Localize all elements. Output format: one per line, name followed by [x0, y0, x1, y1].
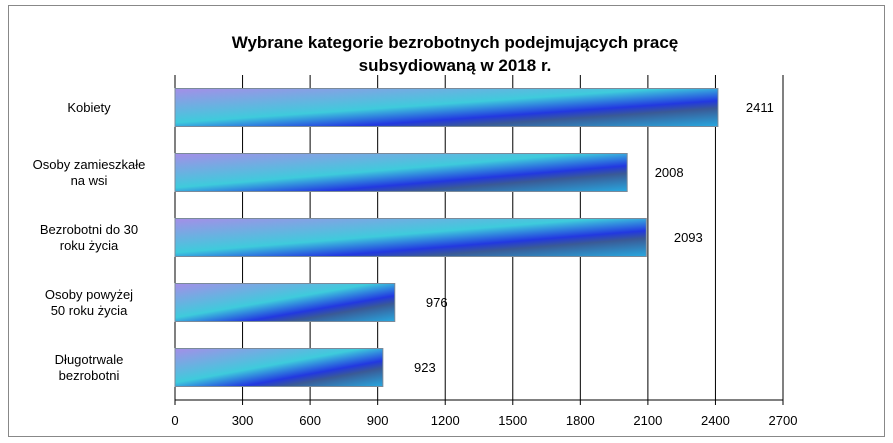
- bar: [174, 153, 628, 192]
- value-label: 976: [425, 294, 448, 310]
- y-tick-label: Osoby powyżej 50 roku życia: [44, 286, 134, 318]
- x-tick-label: 2700: [768, 413, 798, 428]
- bar: [174, 218, 647, 257]
- value-label: 2093: [673, 229, 703, 245]
- bar: [174, 348, 384, 387]
- x-tick-label: 2100: [633, 413, 663, 428]
- y-tick-label: Długotrwale bezrobotni: [54, 351, 124, 383]
- x-tick-label: 1200: [430, 413, 460, 428]
- y-tick-label: Bezrobotni do 30 roku życia: [39, 221, 139, 253]
- chart-title: Wybrane kategorie bezrobotnych podejmują…: [231, 33, 679, 75]
- x-tick-label: 900: [366, 413, 389, 428]
- x-tick-label: 1500: [498, 413, 528, 428]
- y-tick-label: Osoby zamieszkałe na wsi: [32, 156, 146, 188]
- bar: [174, 88, 719, 127]
- y-tick-label: Kobiety: [67, 99, 111, 115]
- bar: [174, 283, 396, 322]
- x-tick-label: 0: [171, 413, 179, 428]
- value-label: 923: [413, 359, 436, 375]
- x-tick-label: 600: [299, 413, 321, 428]
- x-tick-label: 2400: [700, 413, 730, 428]
- x-tick-label: 300: [231, 413, 254, 428]
- value-label: 2411: [745, 99, 774, 115]
- x-tick-label: 1800: [565, 413, 595, 428]
- value-label: 2008: [654, 164, 684, 180]
